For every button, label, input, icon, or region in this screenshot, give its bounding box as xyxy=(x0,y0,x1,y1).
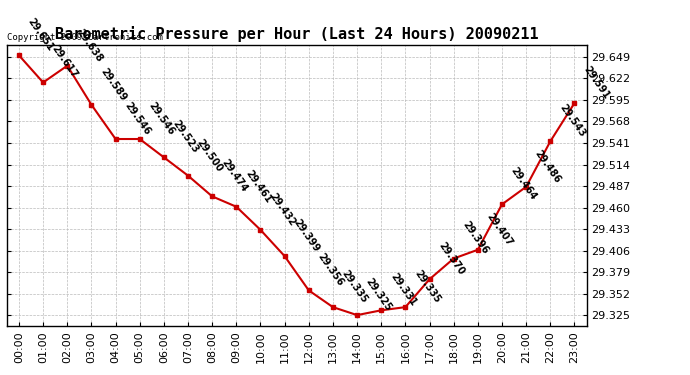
Text: 29.356: 29.356 xyxy=(316,252,346,288)
Text: 29.546: 29.546 xyxy=(147,100,177,137)
Text: 29.432: 29.432 xyxy=(268,191,297,228)
Text: 29.617: 29.617 xyxy=(50,44,80,80)
Text: 29.546: 29.546 xyxy=(123,100,152,137)
Text: 29.486: 29.486 xyxy=(533,148,563,184)
Text: 29.543: 29.543 xyxy=(558,103,587,139)
Text: 29.651: 29.651 xyxy=(26,17,56,53)
Text: 29.461: 29.461 xyxy=(244,168,273,205)
Text: 29.591: 29.591 xyxy=(582,64,611,101)
Text: 29.407: 29.407 xyxy=(485,211,515,248)
Text: 29.335: 29.335 xyxy=(413,268,442,305)
Text: 29.464: 29.464 xyxy=(509,166,539,202)
Text: 29.589: 29.589 xyxy=(99,66,128,103)
Text: 29.638: 29.638 xyxy=(75,27,104,63)
Text: 29.399: 29.399 xyxy=(292,217,322,254)
Text: 29.335: 29.335 xyxy=(340,268,370,305)
Text: Copyright 2009 Cartronics.com: Copyright 2009 Cartronics.com xyxy=(7,33,163,42)
Text: 29.523: 29.523 xyxy=(171,119,201,155)
Text: 29.325: 29.325 xyxy=(364,276,394,313)
Text: 29.370: 29.370 xyxy=(437,241,466,277)
Text: 29.500: 29.500 xyxy=(195,137,225,174)
Text: 29.396: 29.396 xyxy=(461,220,491,257)
Text: 29.331: 29.331 xyxy=(388,272,418,308)
Title: Barometric Pressure per Hour (Last 24 Hours) 20090211: Barometric Pressure per Hour (Last 24 Ho… xyxy=(55,27,538,42)
Text: 29.474: 29.474 xyxy=(219,158,249,194)
